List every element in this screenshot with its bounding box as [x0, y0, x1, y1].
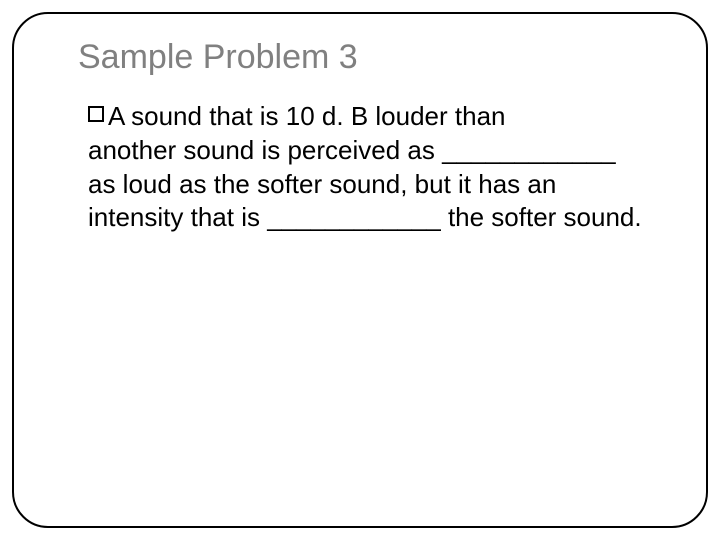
slide-container: Sample Problem 3 A sound that is 10 d. B…: [0, 0, 720, 540]
slide-border: [12, 12, 708, 528]
bullet-item: A sound that is 10 d. B louder than: [88, 100, 648, 134]
body-continuation: another sound is perceived as __________…: [88, 134, 648, 235]
body-line-1: A sound that is 10 d. B louder than: [108, 100, 506, 134]
slide-title: Sample Problem 3: [78, 38, 358, 77]
slide-body: A sound that is 10 d. B louder than anot…: [88, 100, 648, 235]
square-bullet-icon: [88, 106, 104, 122]
